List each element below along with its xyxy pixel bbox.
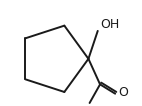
Text: O: O bbox=[119, 86, 129, 99]
Text: OH: OH bbox=[100, 18, 119, 31]
